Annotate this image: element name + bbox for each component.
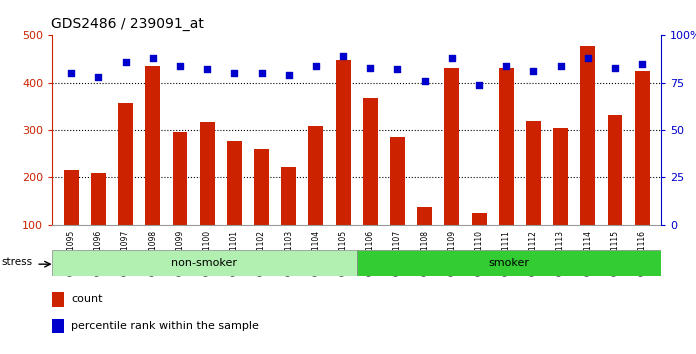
- Point: [283, 72, 294, 78]
- Bar: [200, 122, 214, 225]
- Bar: [64, 170, 79, 225]
- Point: [446, 55, 457, 61]
- Point: [555, 63, 566, 69]
- Text: stress: stress: [1, 257, 32, 267]
- Bar: [635, 71, 649, 225]
- Text: count: count: [72, 295, 103, 304]
- Bar: [499, 68, 514, 225]
- Bar: [363, 98, 378, 225]
- Text: smoker: smoker: [489, 258, 530, 268]
- Point: [610, 65, 621, 70]
- Bar: [580, 46, 595, 225]
- Bar: [472, 213, 487, 225]
- Bar: [227, 141, 242, 225]
- Point: [93, 74, 104, 80]
- Point: [583, 55, 594, 61]
- Bar: [91, 173, 106, 225]
- Bar: [145, 66, 160, 225]
- Point: [256, 70, 267, 76]
- Bar: [335, 61, 351, 225]
- Bar: [173, 132, 187, 225]
- Bar: [390, 137, 405, 225]
- Bar: [308, 126, 324, 225]
- Bar: [417, 207, 432, 225]
- Point: [473, 82, 484, 87]
- Point: [338, 53, 349, 59]
- Point: [310, 63, 322, 69]
- Bar: [608, 115, 622, 225]
- Text: GDS2486 / 239091_at: GDS2486 / 239091_at: [51, 17, 204, 30]
- Point: [637, 61, 648, 67]
- Text: percentile rank within the sample: percentile rank within the sample: [72, 321, 259, 331]
- Point: [229, 70, 240, 76]
- Bar: [526, 121, 541, 225]
- Point: [419, 78, 430, 84]
- Point: [365, 65, 376, 70]
- Bar: [254, 149, 269, 225]
- Bar: [52, 292, 64, 307]
- Point: [202, 67, 213, 72]
- Bar: [52, 250, 356, 276]
- Bar: [356, 250, 661, 276]
- Text: non-smoker: non-smoker: [171, 258, 237, 268]
- Bar: [118, 103, 133, 225]
- Point: [148, 55, 159, 61]
- Bar: [553, 128, 568, 225]
- Bar: [52, 319, 64, 333]
- Point: [528, 69, 539, 74]
- Bar: [444, 68, 459, 225]
- Point: [120, 59, 131, 65]
- Bar: [281, 167, 296, 225]
- Point: [175, 63, 186, 69]
- Point: [500, 63, 512, 69]
- Point: [65, 70, 77, 76]
- Point: [392, 67, 403, 72]
